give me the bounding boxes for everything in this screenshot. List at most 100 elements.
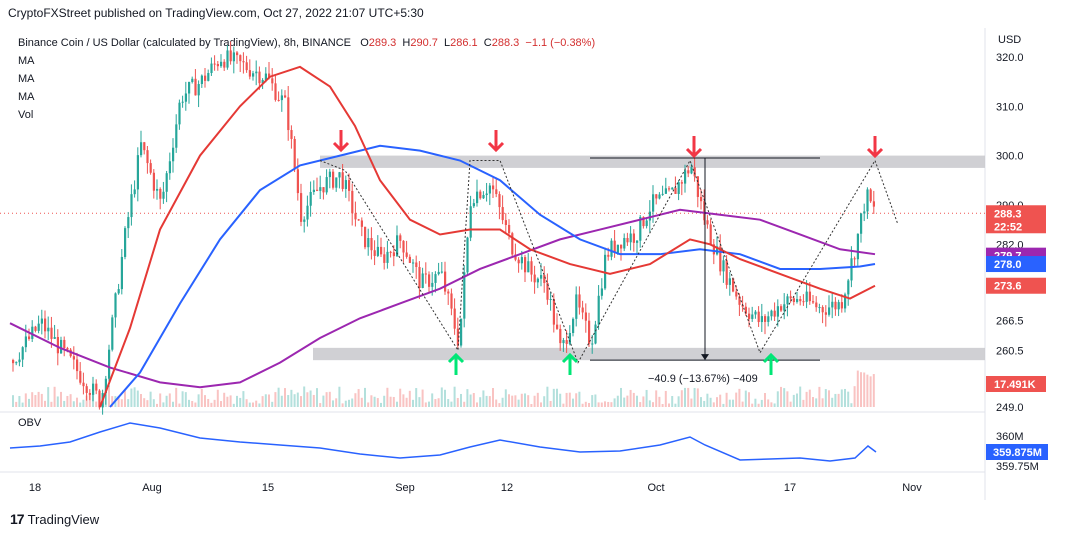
- candle-body: [776, 306, 779, 317]
- volume-bar: [863, 372, 866, 407]
- volume-bar: [597, 402, 600, 407]
- indicator-vol[interactable]: Vol: [18, 109, 34, 121]
- candle-body: [591, 343, 594, 345]
- candle-body: [789, 296, 792, 299]
- candle-body: [792, 298, 795, 302]
- volume-bar: [508, 394, 510, 407]
- volume-bar: [808, 389, 811, 407]
- candle-body: [508, 224, 511, 234]
- price-tick-label: 300.0: [996, 151, 1024, 163]
- volume-bar: [738, 388, 741, 407]
- volume-bar: [722, 403, 725, 407]
- ma-mid-line: [109, 144, 876, 408]
- volume-bar: [796, 393, 798, 407]
- volume-bar: [517, 399, 520, 407]
- volume-bar: [424, 402, 427, 407]
- candle-body: [60, 339, 63, 354]
- candle-body: [415, 262, 418, 268]
- volume-bar: [15, 401, 18, 407]
- candle-body: [754, 311, 757, 315]
- candle-body: [92, 383, 95, 395]
- candle-body: [732, 278, 735, 292]
- price-badge: [986, 376, 1046, 392]
- candle-body: [725, 260, 728, 285]
- candle-body: [594, 324, 597, 344]
- volume-bar: [421, 389, 424, 407]
- candle-body: [421, 273, 424, 289]
- candle-body: [351, 190, 354, 214]
- volume-bar: [56, 396, 59, 407]
- volume-bar: [658, 396, 661, 407]
- candle-body: [264, 73, 267, 80]
- volume-bar: [837, 393, 840, 407]
- volume-bar: [328, 391, 331, 407]
- volume-bar: [629, 389, 632, 407]
- candle-body: [274, 83, 277, 100]
- candle-body: [408, 256, 411, 263]
- volume-bar: [751, 403, 754, 407]
- volume-bar: [229, 395, 232, 407]
- volume-bar: [575, 393, 578, 407]
- volume-bar: [834, 393, 837, 407]
- chart-legend: Binance Coin / US Dollar (calculated by …: [18, 34, 595, 124]
- volume-bar: [152, 399, 155, 407]
- candle-body: [604, 254, 607, 289]
- candle-body: [821, 307, 824, 313]
- candle-body: [607, 254, 610, 257]
- volume-bar: [645, 389, 648, 407]
- candle-body: [152, 172, 155, 191]
- volume-bar: [396, 401, 398, 407]
- volume-bar: [293, 394, 296, 407]
- volume-bar: [165, 395, 168, 407]
- candle-body: [434, 274, 437, 283]
- candle-body: [610, 240, 613, 257]
- volume-bar: [178, 403, 181, 407]
- candle-body: [175, 124, 178, 148]
- symbol-title[interactable]: Binance Coin / US Dollar (calculated by …: [18, 37, 352, 49]
- volume-bar: [677, 396, 680, 407]
- volume-bar: [632, 392, 635, 407]
- volume-bar: [588, 402, 590, 407]
- volume-bar: [546, 386, 549, 407]
- volume-bar: [344, 400, 347, 407]
- candle-body: [293, 138, 296, 170]
- volume-bar: [111, 396, 114, 407]
- candle-body: [520, 257, 523, 264]
- price-badge-label: 17.491K: [994, 379, 1036, 391]
- volume-bar: [453, 386, 456, 407]
- volume-bar: [700, 397, 702, 407]
- publish-attribution: CryptoFXStreet published on TradingView.…: [8, 6, 424, 20]
- candle-body: [31, 326, 34, 339]
- indicator-ma-1[interactable]: MA: [18, 55, 35, 67]
- candle-body: [552, 299, 555, 325]
- candle-body: [597, 295, 600, 325]
- candle-body: [760, 316, 763, 323]
- candle-body: [296, 169, 299, 194]
- volume-bar: [492, 388, 494, 407]
- candle-body: [460, 318, 463, 346]
- volume-bar: [226, 396, 229, 407]
- indicator-ma-3[interactable]: MA: [18, 91, 35, 103]
- change-value: −1.1 (−0.38%): [525, 37, 596, 49]
- candle-body: [703, 201, 706, 221]
- volume-bar: [341, 403, 344, 407]
- candle-body: [127, 217, 130, 229]
- candle-body: [844, 294, 847, 309]
- volume-bar: [831, 397, 834, 407]
- candle-body: [258, 71, 261, 84]
- volume-bar: [130, 388, 133, 407]
- volume-bar: [607, 401, 610, 407]
- volume-bar: [24, 393, 27, 407]
- volume-bar: [18, 396, 21, 407]
- volume-bar: [568, 392, 571, 407]
- candle-body: [207, 73, 210, 81]
- volume-bar: [31, 392, 34, 407]
- candle-body: [213, 63, 216, 65]
- obv-line: [9, 422, 877, 462]
- volume-bar: [332, 400, 334, 407]
- obv-label[interactable]: OBV: [18, 417, 42, 429]
- candle-body: [149, 163, 152, 173]
- indicator-ma-2[interactable]: MA: [18, 73, 35, 85]
- candle-body: [117, 289, 120, 294]
